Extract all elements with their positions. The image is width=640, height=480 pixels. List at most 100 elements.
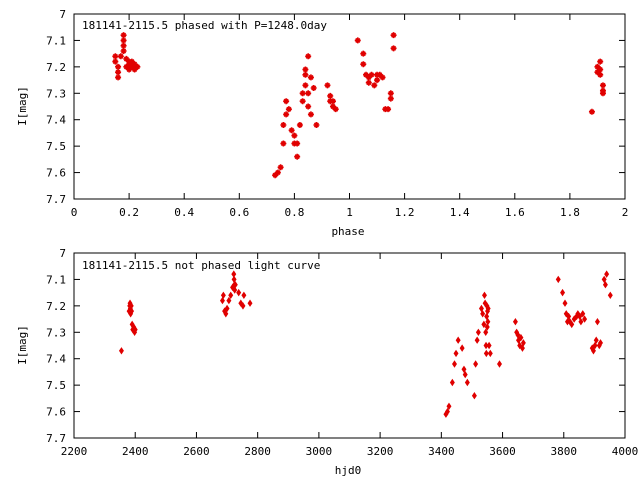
unphased-chart-data-point	[484, 323, 490, 331]
phased-chart-data-point	[371, 82, 378, 89]
phased-chart-data-point	[115, 69, 122, 76]
phased-chart-x-tick-label: 0.2	[119, 206, 139, 219]
phased-chart-data-point	[128, 63, 135, 70]
phased-chart-data-point	[365, 74, 372, 81]
unphased-chart-y-tick-label: 7.2	[46, 300, 66, 313]
unphased-chart-title: 181141-2115.5 not phased light curve	[82, 259, 320, 272]
phased-chart-data-point	[131, 61, 138, 68]
phased-chart-data-point	[134, 63, 141, 70]
phased-chart-plot-frame	[73, 13, 626, 200]
phased-chart-data-point	[379, 74, 386, 81]
phased-chart-data-point	[296, 122, 303, 128]
phased-chart-data-point	[131, 66, 138, 73]
unphased-chart-y-tick-label: 7.6	[46, 406, 66, 419]
unphased-chart-data-point	[474, 336, 480, 344]
phased-chart-data-point	[305, 53, 312, 60]
phased-chart-data-point	[597, 58, 604, 65]
unphased-chart-data-point	[232, 286, 238, 294]
unphased-chart-x-tick-label: 3600	[489, 445, 516, 458]
phased-chart-x-tick-label: 1.6	[505, 206, 525, 219]
unphased-chart-data-point	[594, 317, 600, 326]
unphased-chart-data-point	[475, 328, 481, 337]
phased-chart-y-tick-label: 7.2	[46, 61, 66, 74]
unphased-chart-data-point	[512, 317, 518, 326]
phased-chart-y-axis-label: I[mag]	[16, 86, 29, 126]
unphased-chart-data-point	[241, 291, 247, 300]
unphased-chart-y-tick-label: 7.4	[46, 353, 66, 366]
phased-chart-data-point	[291, 132, 298, 139]
unphased-chart-data-point	[601, 275, 607, 284]
phased-chart-data-point	[288, 127, 295, 134]
unphased-chart-data-point	[520, 339, 526, 347]
phased-chart-data-point	[307, 74, 314, 81]
phased-chart-x-tick-label: 2	[622, 206, 629, 219]
unphased-chart-data-point	[563, 310, 569, 318]
unphased-chart-data-point	[566, 312, 572, 321]
unphased-chart-x-tick-label: 3800	[551, 445, 578, 458]
unphased-chart-data-point	[219, 296, 225, 305]
phased-chart-data-point	[390, 45, 397, 52]
unphased-chart-data-point	[459, 344, 465, 352]
phased-chart-data-point	[120, 48, 127, 54]
unphased-chart-x-tick-label: 3400	[428, 445, 455, 458]
unphased-chart-data-point	[486, 341, 492, 350]
phased-chart-x-tick-label: 0.6	[229, 206, 249, 219]
unphased-chart-data-point	[483, 349, 489, 358]
phased-chart-data-point	[387, 90, 394, 97]
unphased-chart-data-point	[562, 299, 568, 307]
unphased-chart-data-point	[598, 339, 603, 347]
phased-chart-data-point	[354, 37, 361, 44]
phased-chart-data-point	[272, 172, 279, 179]
phased-chart-x-tick-label: 0	[71, 206, 78, 219]
unphased-chart-ticks: 2200 2400 2600 2800 3000 3200 3400 3600 3800 4000…	[46, 247, 638, 458]
phased-chart-data-point	[294, 153, 301, 160]
unphased-chart-data-point	[484, 312, 490, 321]
unphased-chart-data-point	[582, 315, 588, 323]
phased-chart-data-point	[294, 140, 301, 147]
unphased-chart-data-point	[555, 275, 561, 284]
unphased-chart-data-point	[132, 325, 138, 334]
unphased-chart-data-point	[593, 336, 599, 344]
phased-chart-y-tick-label: 7.6	[46, 167, 66, 180]
phased-chart-data-point	[277, 164, 284, 171]
phased-chart-data-point	[283, 98, 290, 105]
phased-chart-data-point	[390, 32, 397, 39]
phased-chart-data-point	[376, 71, 383, 78]
phased-chart-data-point	[597, 66, 604, 73]
phased-chart-x-tick-label: 0.8	[284, 206, 304, 219]
unphased-chart-data-point	[461, 365, 467, 374]
unphased-chart-data-point	[462, 370, 468, 379]
unphased-chart-data-point	[455, 336, 461, 344]
phased-chart-x-axis-label: phase	[331, 225, 364, 238]
unphased-chart-data-point	[232, 280, 238, 289]
unphased-chart-data-point	[519, 344, 525, 352]
unphased-chart-data-point	[497, 360, 502, 368]
phased-chart-data-point	[588, 108, 595, 115]
unphased-chart-data-point	[580, 310, 586, 318]
phased-chart-data-point	[285, 106, 292, 113]
unphased-chart-plot-frame	[73, 252, 626, 439]
unphased-chart-data-point	[517, 341, 523, 350]
phased-chart-data-point	[126, 61, 133, 68]
phased-chart-data-point	[305, 90, 312, 97]
unphased-chart-y-tick-label: 7.1	[46, 273, 66, 286]
phased-chart-data-point	[123, 63, 130, 70]
unphased-chart-data-point	[518, 333, 524, 342]
unphased-chart-x-axis-label: hjd0	[335, 464, 362, 477]
unphased-chart-data-point	[485, 304, 491, 313]
unphased-chart-data-point	[482, 291, 487, 300]
unphased-chart-x-tick-label: 2400	[122, 445, 149, 458]
phased-chart-data-point	[120, 37, 127, 44]
phased-chart: 181141-2115.5 phased with P=1248.0day ph…	[16, 8, 628, 238]
phased-chart-data-point	[387, 95, 394, 102]
phased-chart-data-point	[120, 42, 127, 49]
unphased-chart-data-point	[240, 302, 246, 310]
phased-chart-x-tick-label: 1.2	[395, 206, 415, 219]
unphased-chart-data-point	[480, 310, 486, 318]
phased-chart-data-point	[115, 63, 122, 70]
unphased-chart: 181141-2115.5 not phased light curve hjd…	[16, 247, 638, 477]
phased-chart-data-point	[302, 66, 309, 73]
unphased-chart-x-tick-label: 3000	[306, 445, 333, 458]
phased-chart-data-point	[363, 71, 370, 78]
phased-chart-data-point	[599, 82, 606, 89]
